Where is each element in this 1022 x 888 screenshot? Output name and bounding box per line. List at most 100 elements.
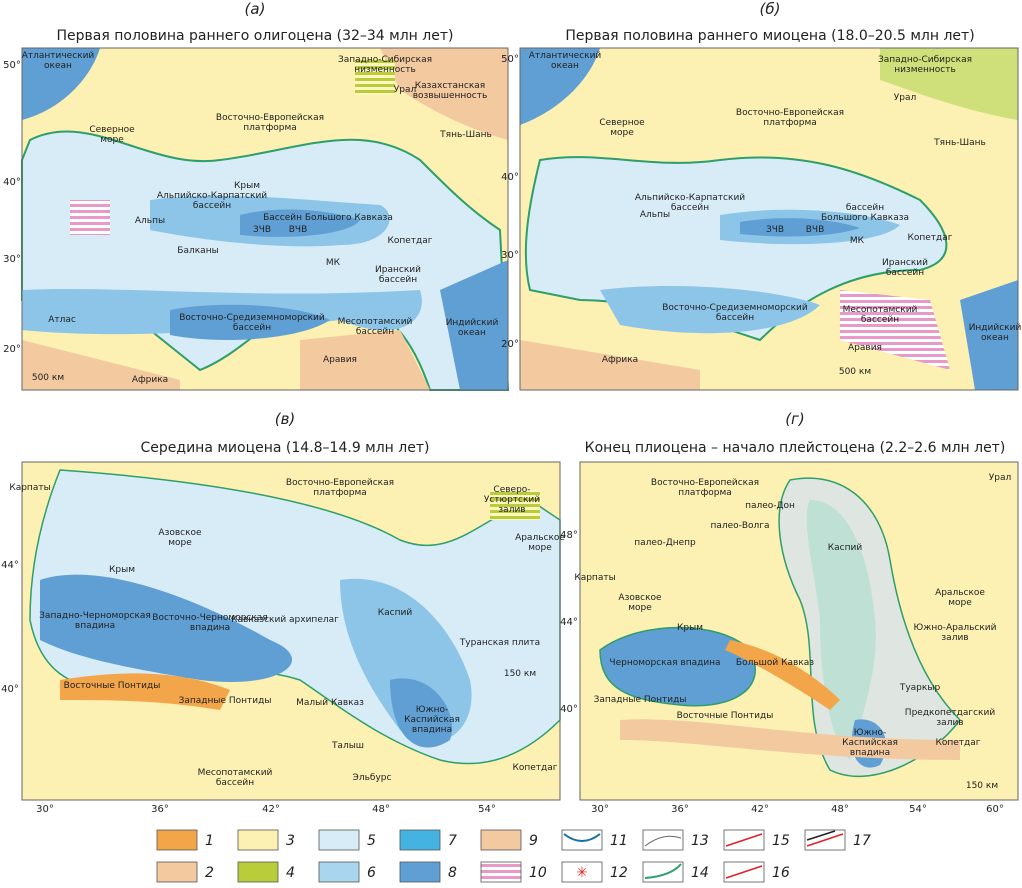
lon-tick-label: 36° <box>151 804 169 815</box>
map-label: ВЧВ <box>289 225 308 235</box>
map-label: Западно-Сибирская низменность <box>878 55 972 75</box>
label-line: Копетдаг <box>512 763 557 773</box>
map-label: Альпы <box>640 210 670 220</box>
label-line: Восточные Понтиды <box>64 681 161 691</box>
label-line: Копетдаг <box>935 738 980 748</box>
label-line: впадина <box>850 748 890 758</box>
map-label: ЗЧВ <box>766 225 784 235</box>
map-label: Урал <box>989 473 1011 483</box>
label-line: Балканы <box>177 246 218 256</box>
map-label: Иранский бассейн <box>375 265 421 285</box>
map-label: Аравия <box>323 355 357 365</box>
map-label: Альпийско-Карпатский бассейн <box>157 191 267 211</box>
label-line: Восточно-Черноморская <box>152 613 267 623</box>
lat-tick-label: 44° <box>560 617 578 628</box>
map-label: Карпаты <box>9 483 50 493</box>
scale-label: 500 км <box>839 367 871 377</box>
lon-tick-label: 30° <box>591 804 609 815</box>
label-line: Месопотамский <box>843 305 918 315</box>
label-line: низменность <box>354 65 416 75</box>
map-label: Туаркыр <box>899 683 941 693</box>
scale-label: 500 км <box>32 373 64 383</box>
label-line: Иранский <box>882 258 928 268</box>
map-label: Южно-Аральский залив <box>914 623 997 643</box>
panel-title: Первая половина раннего миоцена (18.0–20… <box>565 28 974 44</box>
label-line: Альпы <box>640 210 670 220</box>
map-label: Азовское море <box>618 593 662 613</box>
legend-label: 3 <box>286 833 295 849</box>
map-label: Черноморская впадина <box>609 658 720 668</box>
legend-label: 12 <box>610 865 628 881</box>
panel-letter: (г) <box>785 410 805 428</box>
legend-label: 11 <box>610 833 628 849</box>
map-label: Восточно-Средиземноморский бассейн <box>662 303 808 323</box>
label-line: Восточно-Средиземноморский <box>179 313 325 323</box>
label-line: ЗЧВ <box>766 225 784 235</box>
legend-swatch <box>237 829 279 851</box>
legend-label: 9 <box>529 833 538 849</box>
label-line: Альпы <box>135 216 165 226</box>
legend-label: 8 <box>448 865 457 881</box>
panel-letter: (в) <box>275 410 296 428</box>
legend-swatch <box>480 829 522 851</box>
label-line: Урал <box>989 473 1011 483</box>
map-label: Урал <box>394 85 416 95</box>
map-label: Копетдаг <box>935 738 980 748</box>
map-label: Каспий <box>378 608 413 618</box>
legend-label: 10 <box>529 865 547 881</box>
lon-tick-label: 54° <box>478 804 496 815</box>
map-label: ВЧВ <box>806 225 825 235</box>
map-label: Копетдаг <box>907 233 952 243</box>
label-line: залив <box>941 633 968 643</box>
legend-symbol <box>644 863 682 879</box>
lat-tick-label: 30° <box>501 250 519 261</box>
map-label: Аральское море <box>515 533 565 553</box>
label-line: Восточно-Европейская <box>651 478 759 488</box>
label-line: Копетдаг <box>907 233 952 243</box>
map-label: Иранский бассейн <box>882 258 928 278</box>
map-d <box>579 461 1019 801</box>
map-label: Аральское море <box>935 588 985 608</box>
map-label: Южно-Каспийская впадина <box>404 705 460 735</box>
label-line: впадина <box>190 623 230 633</box>
panel-title: Конец плиоцена – начало плейстоцена (2.2… <box>585 440 1006 456</box>
label-line: Эльбурс <box>353 773 392 783</box>
map-label: Индийский океан <box>446 318 499 338</box>
map-label: Западно-Сибирская низменность <box>338 55 432 75</box>
map-label: МК <box>326 258 341 268</box>
label-line: Индийский <box>446 318 499 328</box>
map-label: МК <box>850 236 865 246</box>
legend-symbol <box>806 833 844 847</box>
label-line: Азовское <box>618 593 662 603</box>
label-line: море <box>628 603 652 613</box>
label-line: бассейн <box>379 275 417 285</box>
lat-tick-label: 40° <box>501 172 519 183</box>
label-line: Тянь-Шань <box>933 138 986 148</box>
map-label: Эльбурс <box>353 773 392 783</box>
map-label: Северо-Устюртский залив <box>484 485 540 515</box>
map-label: Альпийско-Карпатский бассейн <box>635 193 745 213</box>
map-b <box>519 47 1019 391</box>
legend-swatch <box>156 829 198 851</box>
scale-label: 150 км <box>966 781 998 791</box>
map-label: Западные Понтиды <box>179 696 272 706</box>
label-line: Альпийско-Карпатский <box>635 193 745 203</box>
label-line: море <box>948 598 972 608</box>
map-label: Большой Кавказ <box>736 658 814 668</box>
label-line: Аральское <box>935 588 985 598</box>
label-line: Урал <box>394 85 416 95</box>
scale-label: 150 км <box>504 669 536 679</box>
label-line: Западно-Сибирская <box>878 55 972 65</box>
label-line: Африка <box>602 355 638 365</box>
lat-tick-label: 48° <box>560 530 578 541</box>
map-label: палео-Волга <box>710 521 769 531</box>
label-line: Устюртский <box>484 495 540 505</box>
map-label: Туранская плита <box>459 638 540 648</box>
label-line: Восточные Понтиды <box>677 711 774 721</box>
legend-swatch <box>318 861 360 883</box>
label-line: платформа <box>243 123 297 133</box>
label-line: Африка <box>132 375 168 385</box>
map-label: Месопотамский бассейн <box>843 305 918 325</box>
